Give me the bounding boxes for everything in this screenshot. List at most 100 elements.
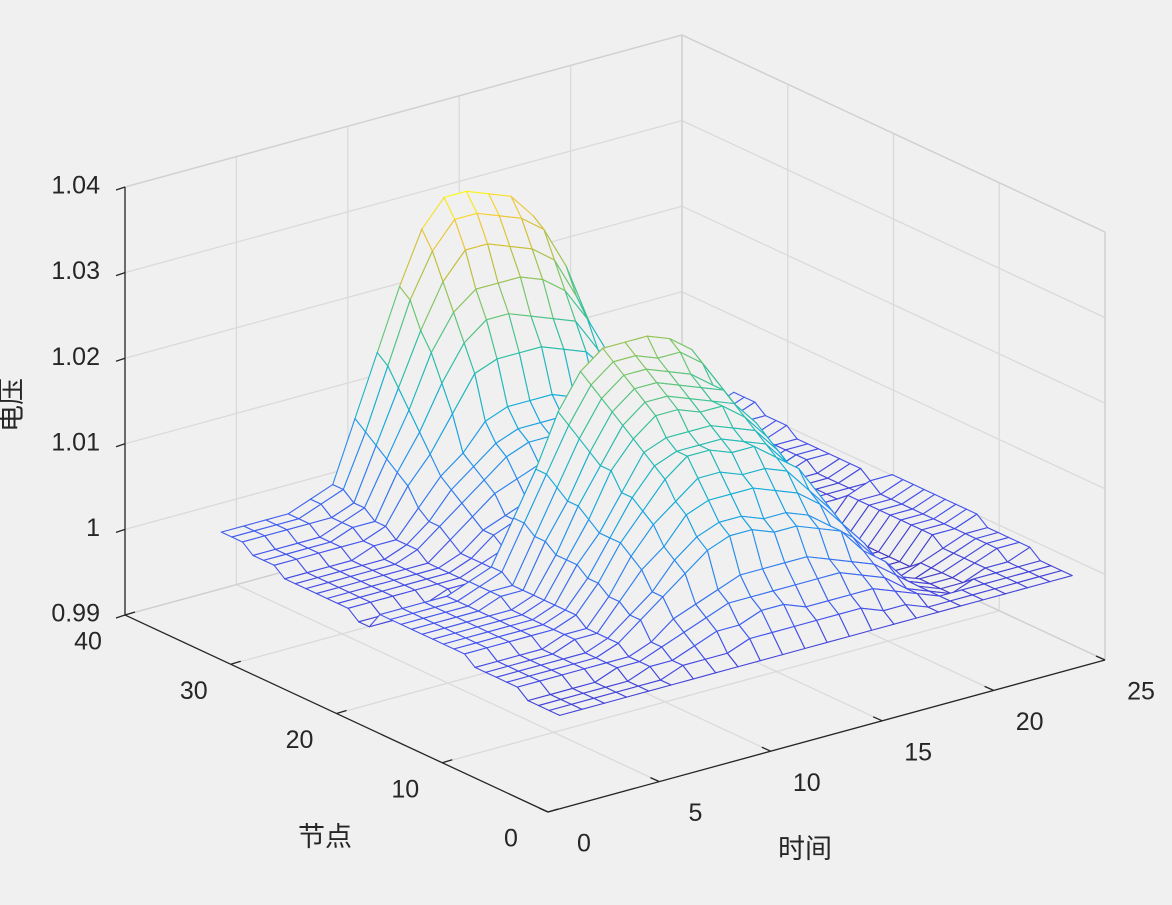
mesh-edge	[675, 500, 687, 516]
mesh-edge	[986, 527, 999, 534]
mesh-face	[472, 493, 506, 531]
mesh-edge	[882, 610, 895, 625]
mesh-face	[750, 590, 784, 611]
mesh-face	[632, 465, 666, 512]
mesh-edge	[911, 508, 924, 515]
mesh-face	[471, 535, 505, 564]
mesh-edge	[429, 413, 453, 455]
mesh-edge	[329, 541, 342, 548]
mesh-face	[354, 352, 388, 433]
mesh-face	[404, 579, 438, 591]
mesh-edge	[386, 458, 398, 474]
mesh-face	[818, 528, 852, 562]
mesh-face	[512, 536, 546, 591]
mesh-edge	[448, 572, 461, 579]
mesh-edge	[331, 502, 355, 519]
mesh-face	[838, 468, 872, 489]
mesh-edge	[564, 609, 577, 616]
mesh-face	[631, 524, 664, 570]
mesh-face	[717, 574, 751, 604]
mesh-edge	[594, 667, 618, 683]
mesh-edge	[700, 387, 725, 391]
mesh-face	[571, 698, 605, 710]
mesh-edge	[387, 365, 399, 389]
mesh-edge	[443, 627, 456, 634]
mesh-face	[897, 576, 931, 584]
mesh-edge	[963, 557, 976, 564]
mesh-edge	[910, 524, 923, 531]
mesh-edge	[678, 384, 691, 400]
mesh-edge	[953, 538, 977, 554]
mesh-face	[583, 687, 616, 699]
mesh-edge	[416, 549, 429, 564]
mesh-edge	[877, 551, 890, 558]
mesh-face	[888, 524, 922, 562]
mesh-edge	[657, 351, 681, 359]
mesh-edge	[465, 637, 477, 644]
y-tick-label: 30	[180, 677, 208, 705]
mesh-face	[634, 382, 668, 403]
mesh-edge	[685, 499, 710, 516]
mesh-face	[930, 577, 964, 589]
y-tick	[336, 709, 347, 715]
mesh-face	[390, 613, 424, 625]
z-tick-label: 1.04	[51, 172, 100, 200]
mesh-edge	[485, 671, 497, 678]
mesh-edge	[653, 450, 678, 467]
mesh-edge	[389, 612, 414, 621]
mesh-edge	[516, 680, 541, 688]
mesh-face	[754, 446, 788, 472]
mesh-face	[305, 582, 339, 594]
mesh-face	[510, 196, 544, 230]
mesh-face	[763, 512, 797, 533]
mesh-edge	[306, 572, 319, 579]
mesh-face	[817, 458, 851, 479]
mesh-edge	[682, 658, 706, 666]
mesh-edge	[699, 411, 712, 427]
mesh-edge	[522, 589, 535, 596]
mesh-face	[426, 573, 460, 585]
mesh-edge	[326, 597, 339, 604]
mesh-edge	[609, 537, 622, 544]
mesh-face	[509, 635, 542, 656]
mesh-face	[972, 588, 1006, 600]
mesh-edge	[517, 664, 542, 672]
mesh-face	[318, 547, 352, 567]
mesh-face	[449, 558, 482, 578]
mesh-edge	[973, 578, 985, 585]
mesh-face	[846, 505, 880, 542]
mesh-edge	[454, 218, 466, 251]
mesh-edge	[721, 405, 746, 418]
mesh-edge	[339, 570, 352, 578]
mesh-face	[420, 281, 454, 353]
mesh-edge	[701, 362, 714, 386]
mesh-edge	[349, 569, 374, 578]
mesh-face	[912, 494, 946, 514]
mesh-edge	[656, 382, 668, 397]
mesh-edge	[638, 646, 663, 663]
mesh-edge	[739, 574, 752, 598]
mesh-edge	[697, 471, 721, 479]
mesh-face	[473, 443, 507, 481]
mesh-edge	[519, 276, 544, 281]
mesh-face	[627, 666, 661, 687]
mesh-edge	[577, 505, 590, 521]
mesh-face	[827, 463, 861, 484]
mesh-edge	[928, 590, 941, 597]
mesh-edge	[243, 525, 255, 532]
mesh-edge	[308, 517, 333, 525]
mesh-face	[578, 465, 612, 520]
mesh-face	[478, 596, 512, 617]
mesh-edge	[470, 534, 495, 559]
mesh-edge	[883, 577, 908, 590]
mesh-face	[416, 568, 450, 580]
mesh-face	[376, 388, 409, 460]
mesh-edge	[309, 484, 334, 500]
mesh-face	[288, 499, 321, 519]
mesh-edge	[701, 362, 726, 392]
x-tick-label: 10	[793, 769, 821, 797]
mesh-face	[964, 543, 997, 564]
mesh-edge	[496, 352, 520, 360]
mesh-edge	[449, 516, 473, 541]
mesh-face	[595, 643, 629, 663]
